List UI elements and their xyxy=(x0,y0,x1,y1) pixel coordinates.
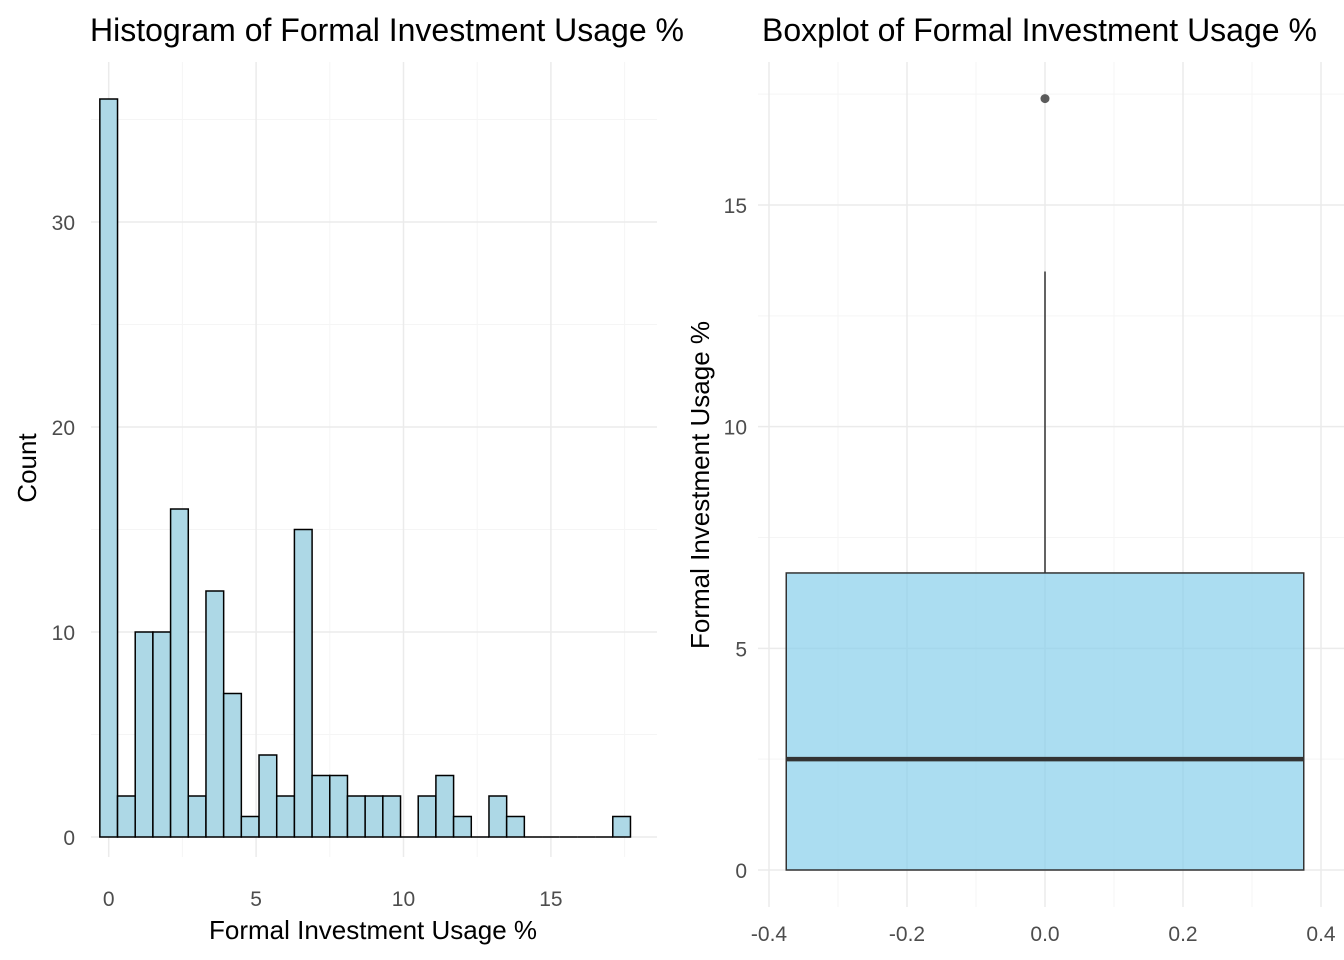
histogram-bar xyxy=(382,795,402,838)
histogram-y-tick-label: 10 xyxy=(52,622,75,645)
histogram-x-tick-label: 0 xyxy=(103,888,115,911)
histogram-panel: Histogram of Formal Investment Usage % 0… xyxy=(12,12,684,945)
histogram-bar xyxy=(222,692,243,838)
boxplot-x-tick-label: 0.4 xyxy=(1306,923,1336,946)
boxplot-panel: Boxplot of Formal Investment Usage % -0.… xyxy=(685,12,1344,946)
boxplot-x-tick-label: 0.0 xyxy=(1030,923,1059,946)
histogram-bar xyxy=(116,795,136,838)
histogram-bar xyxy=(488,795,508,838)
histogram-bar xyxy=(169,508,190,838)
boxplot-x-tick-label: -0.2 xyxy=(889,923,925,946)
histogram-bar xyxy=(346,795,366,838)
histogram-title: Histogram of Formal Investment Usage % xyxy=(90,12,684,48)
histogram-bar xyxy=(134,631,154,838)
histogram-bar xyxy=(293,528,313,838)
boxplot-y-tick-label: 10 xyxy=(724,417,747,440)
histogram-x-tick-label: 15 xyxy=(539,888,562,911)
histogram-x-tick-label: 5 xyxy=(250,888,262,911)
histogram-bar xyxy=(452,815,473,838)
boxplot-y-axis-label: Formal Investment Usage % xyxy=(685,321,715,649)
boxplot-y-tick-labels: 0 5 10 15 xyxy=(724,195,747,883)
histogram-bar xyxy=(152,631,172,838)
histogram-bar xyxy=(329,774,349,838)
histogram-x-axis-label: Formal Investment Usage % xyxy=(209,915,537,945)
boxplot-y-tick-label: 0 xyxy=(735,860,747,883)
histogram-bar xyxy=(435,774,455,838)
histogram-y-tick-label: 20 xyxy=(52,417,75,440)
histogram-bar xyxy=(258,754,278,838)
boxplot-y-tick-label: 15 xyxy=(724,195,747,218)
boxplot-title: Boxplot of Formal Investment Usage % xyxy=(762,12,1317,48)
histogram-bar xyxy=(505,815,526,838)
histogram-y-tick-label: 0 xyxy=(63,827,75,850)
histogram-bar xyxy=(99,98,119,838)
histogram-bars xyxy=(99,98,632,838)
histogram-y-tick-labels: 0 10 20 30 xyxy=(52,212,75,850)
boxplot-shapes xyxy=(785,94,1305,871)
boxplot-outlier-point xyxy=(1040,94,1050,104)
histogram-x-tick-labels: 0 5 10 15 xyxy=(103,888,563,911)
histogram-bar xyxy=(417,795,437,838)
histogram-x-tick-label: 10 xyxy=(392,888,415,911)
boxplot-x-tick-labels: -0.4 -0.2 0.0 0.2 0.4 xyxy=(751,923,1336,946)
histogram-y-axis-label: Count xyxy=(12,433,42,503)
boxplot-x-tick-label: -0.4 xyxy=(751,923,788,946)
histogram-bar xyxy=(240,815,260,838)
histogram-bar xyxy=(187,795,207,838)
histogram-bar xyxy=(364,795,384,838)
histogram-bar xyxy=(275,795,296,838)
boxplot-x-tick-label: 0.2 xyxy=(1168,923,1197,946)
boxplot-y-tick-label: 5 xyxy=(735,638,747,661)
histogram-bar xyxy=(311,774,331,838)
histogram-y-tick-label: 30 xyxy=(52,212,75,235)
boxplot-box xyxy=(785,572,1305,871)
histogram-bar xyxy=(205,590,225,838)
histogram-bar xyxy=(612,815,632,838)
